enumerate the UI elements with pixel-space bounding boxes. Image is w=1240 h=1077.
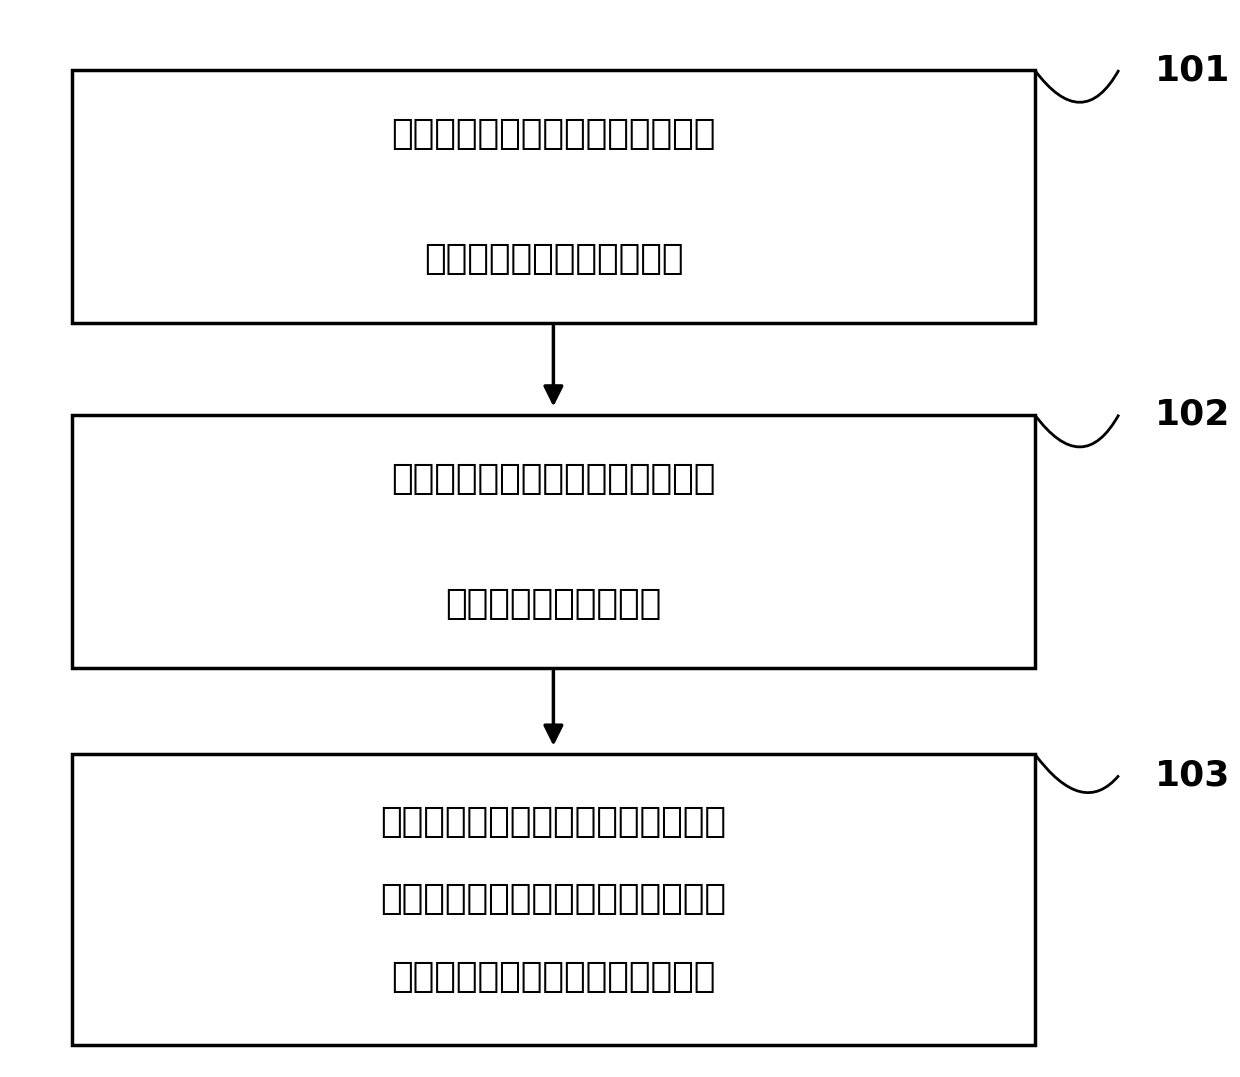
Text: 103: 103: [1154, 758, 1230, 793]
Text: 类，获得每支气管的肺段命名结果: 类，获得每支气管的肺段命名结果: [392, 960, 715, 994]
FancyBboxPatch shape: [72, 70, 1034, 323]
Text: 气管进行肺叶类型划分: 气管进行肺叶类型划分: [445, 587, 661, 620]
FancyBboxPatch shape: [72, 415, 1034, 668]
Text: 气管中心线建立气管树结构: 气管中心线建立气管树结构: [424, 242, 683, 276]
Text: 采用与所述气管的肺叶类型相对应的: 采用与所述气管的肺叶类型相对应的: [381, 805, 727, 839]
Text: 对所述气管树结构中的每个分支的: 对所述气管树结构中的每个分支的: [392, 462, 715, 495]
Text: 101: 101: [1154, 53, 1230, 87]
Text: 提取肺的气管中心线，并根据所述: 提取肺的气管中心线，并根据所述: [392, 117, 715, 151]
FancyBboxPatch shape: [72, 754, 1034, 1045]
Text: 102: 102: [1154, 397, 1230, 432]
Text: 第一分类器对每支气管的肺段进行分: 第一分类器对每支气管的肺段进行分: [381, 882, 727, 917]
